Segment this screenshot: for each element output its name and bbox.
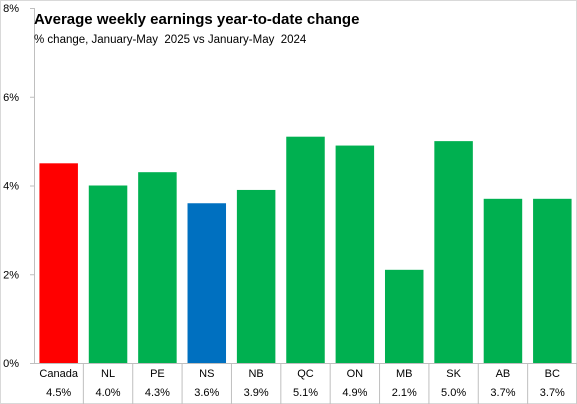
data-label: 4.0% (96, 387, 121, 399)
category-labels: Canada NL PE NS NB QC ON MB SK AB BC (39, 368, 560, 380)
y-tick-label: 2% (3, 269, 19, 281)
x-tick-label: BC (545, 368, 560, 380)
data-label: 4.9% (342, 387, 367, 399)
y-tick-label: 8% (3, 3, 19, 15)
x-tick-label: PE (150, 368, 165, 380)
bar-mb (384, 269, 424, 363)
bar-on (335, 145, 375, 363)
x-tick-label: ON (347, 368, 364, 380)
bar-sk (434, 141, 473, 364)
y-axis: 0% 2% 4% 6% 8% (3, 3, 35, 370)
y-tick-label: 6% (3, 92, 19, 104)
x-tick-label: SK (446, 368, 461, 380)
bar-pe (138, 172, 177, 363)
x-tick-label: QC (297, 368, 314, 380)
chart-title: Average weekly earnings year-to-date cha… (34, 11, 359, 28)
bar-nl (88, 185, 128, 363)
y-tick-label: 0% (3, 358, 19, 370)
x-axis (34, 363, 577, 404)
x-tick-label: NB (248, 368, 263, 380)
data-label: 3.9% (244, 387, 269, 399)
bar-canada (39, 163, 78, 363)
data-label: 2.1% (392, 387, 417, 399)
x-tick-label: NS (199, 368, 214, 380)
value-labels: 4.5% 4.0% 4.3% 3.6% 3.9% 5.1% 4.9% 2.1% 5.0% 3.7%… (46, 387, 565, 399)
bar-bc (533, 198, 572, 363)
data-label: 3.7% (540, 387, 565, 399)
bar-ab (483, 198, 523, 363)
data-label: 3.7% (490, 387, 515, 399)
bar-ns (187, 203, 227, 363)
x-tick-label: MB (396, 368, 413, 380)
data-label: 5.1% (293, 387, 318, 399)
data-label: 3.6% (194, 387, 219, 399)
data-label: 4.3% (145, 387, 170, 399)
x-tick-label: NL (101, 368, 115, 380)
data-label: 4.5% (46, 387, 71, 399)
bars (39, 136, 572, 364)
x-tick-label: Canada (39, 368, 78, 380)
y-tick-label: 4% (3, 181, 19, 193)
bar-qc (286, 136, 325, 363)
chart-subtitle: % change, January-May 2025 vs January-Ma… (34, 34, 307, 46)
data-label: 5.0% (441, 387, 466, 399)
x-tick-label: AB (496, 368, 511, 380)
bar-nb (236, 189, 276, 363)
